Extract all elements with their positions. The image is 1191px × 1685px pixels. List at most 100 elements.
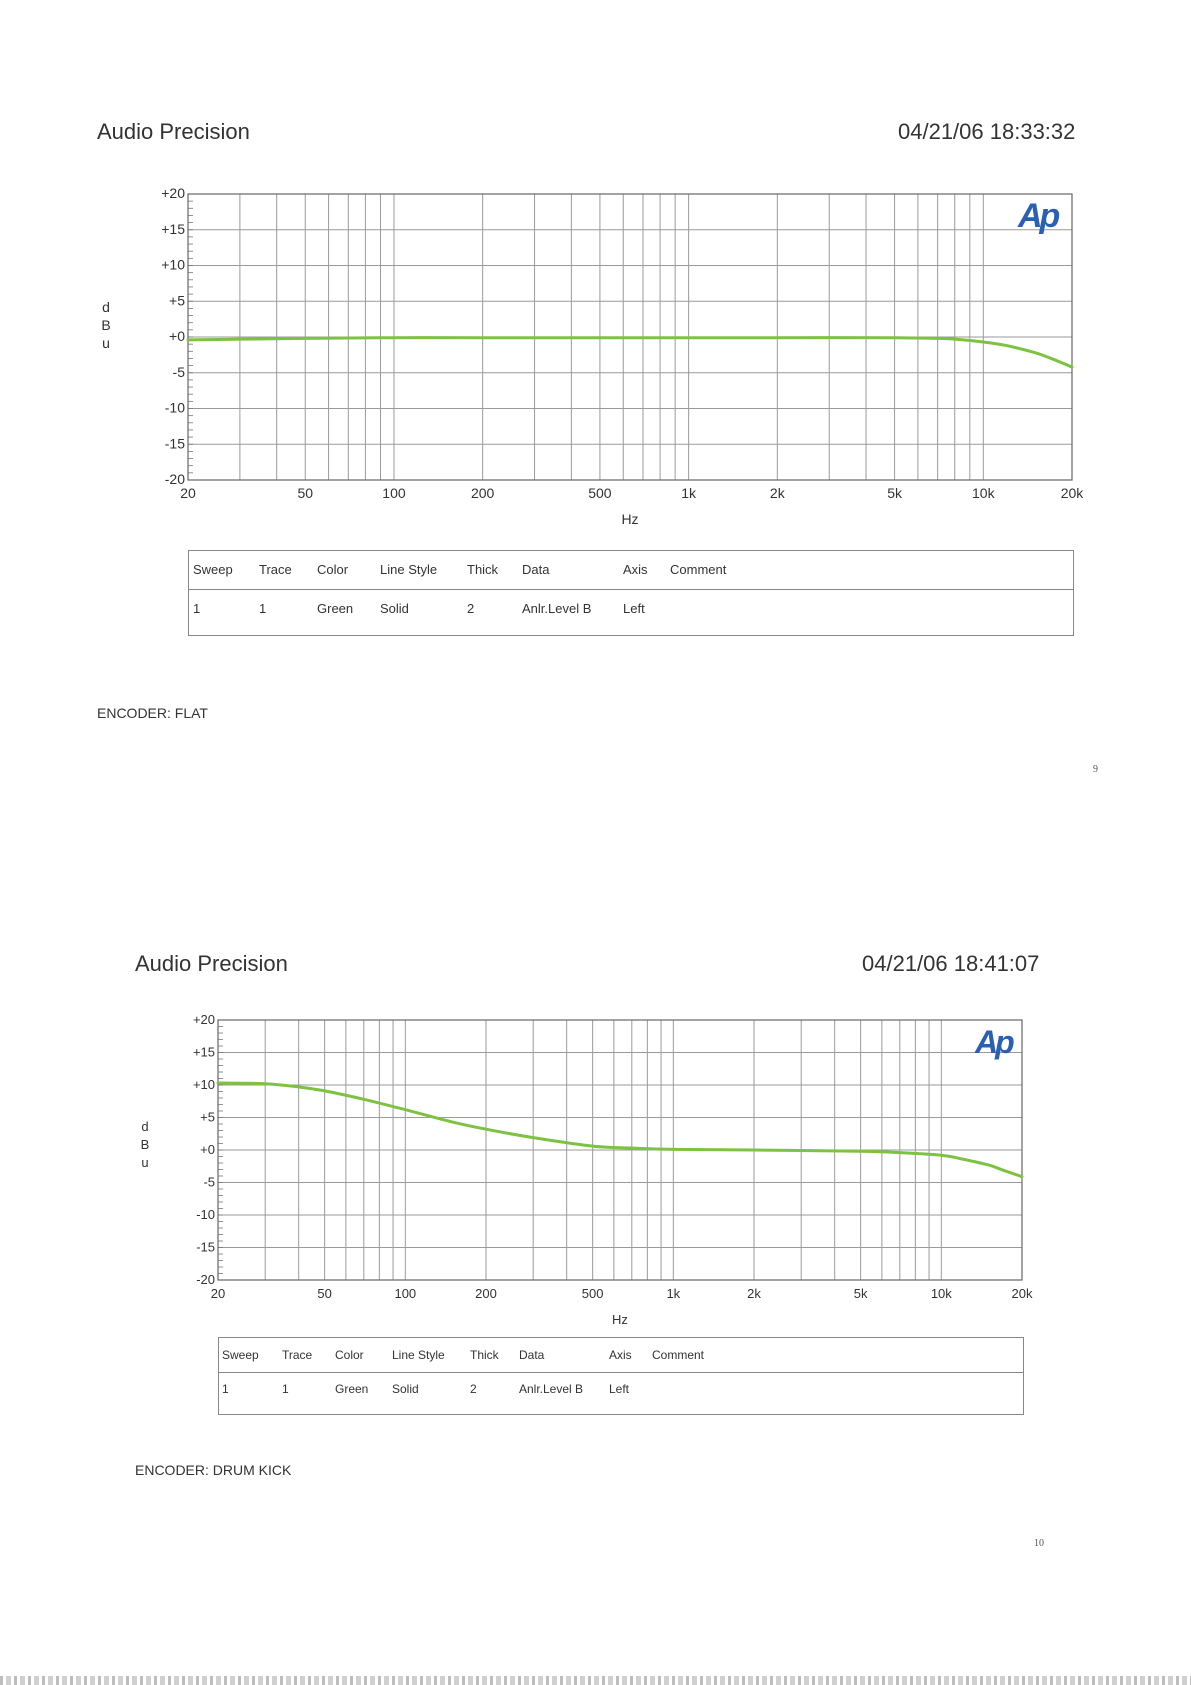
x-tick-label: 10k <box>931 1286 952 1301</box>
legend-header-trace: Trace <box>282 1348 313 1362</box>
y-tick-label: +15 <box>193 1045 215 1060</box>
grid-lines <box>218 1019 1022 1281</box>
legend-axis: Left <box>609 1382 630 1396</box>
x-tick-label: 1k <box>681 485 697 501</box>
legend-data: Anlr.Level B <box>519 1382 584 1396</box>
legend-thick: 2 <box>470 1382 477 1396</box>
timestamp: 04/21/06 18:33:32 <box>898 119 1076 144</box>
y-axis-label-letter: d <box>141 1119 148 1134</box>
legend-data-row: 1 1 Green Solid 2 Anlr.Level B Left <box>219 1372 1023 1414</box>
legend-header-axis: Axis <box>623 562 648 577</box>
series-line-1 <box>216 1081 1024 1179</box>
timestamp: 04/21/06 18:41:07 <box>862 951 1040 976</box>
y-tick-label: +20 <box>161 185 185 201</box>
legend-sweep: 1 <box>193 601 201 616</box>
ap-logo: Ap <box>974 1024 1014 1060</box>
legend-header-data: Data <box>522 562 550 577</box>
legend-header-row: Sweep Trace Color Line Style Thick Data … <box>219 1338 1023 1373</box>
y-tick-label: +0 <box>200 1142 215 1157</box>
legend-data-row: 1 1 Green Solid 2 Anlr.Level B Left <box>189 589 1073 635</box>
x-tick-label: 20k <box>1061 485 1085 501</box>
x-tick-label: 10k <box>972 485 996 501</box>
legend-trace: 1 <box>259 601 267 616</box>
x-tick-label: 200 <box>471 485 495 501</box>
legend-header-line-style: Line Style <box>392 1348 445 1362</box>
y-tick-label: -5 <box>173 364 186 380</box>
x-axis-label: Hz <box>612 1312 628 1327</box>
x-tick-label: 2k <box>770 485 786 501</box>
y-axis-label-letter: u <box>141 1155 148 1170</box>
x-tick-label: 500 <box>588 485 612 501</box>
legend-color: Green <box>335 1382 369 1396</box>
trace-legend-table: Sweep Trace Color Line Style Thick Data … <box>188 550 1074 636</box>
y-tick-label: +10 <box>161 257 185 273</box>
y-axis-label-letter: u <box>102 335 110 351</box>
y-tick-label: +20 <box>193 1012 215 1027</box>
x-tick-label: 100 <box>382 485 406 501</box>
legend-header-comment: Comment <box>652 1348 705 1362</box>
legend-header-data: Data <box>519 1348 545 1362</box>
report-1: Audio Precision 04/21/06 18:33:32 +20 +15… <box>0 0 1191 800</box>
legend-data: Anlr.Level B <box>522 601 592 616</box>
legend-header-sweep: Sweep <box>222 1348 259 1362</box>
y-tick-label: +15 <box>161 221 185 237</box>
encoder-label: ENCODER: DRUM KICK <box>135 1462 292 1478</box>
legend-header-sweep: Sweep <box>193 562 233 577</box>
y-tick-label: +0 <box>169 328 185 344</box>
y-tick-label: +5 <box>200 1110 215 1125</box>
legend-header-color: Color <box>335 1348 364 1362</box>
legend-thick: 2 <box>467 601 475 616</box>
brand-title: Audio Precision <box>97 119 250 144</box>
y-tick-label: -5 <box>203 1175 215 1190</box>
y-tick-label: -20 <box>165 471 185 487</box>
legend-header-axis: Axis <box>609 1348 632 1362</box>
x-tick-label: 20 <box>180 485 196 501</box>
x-tick-label: 5k <box>887 485 903 501</box>
y-axis-label: dBu <box>141 1119 150 1170</box>
scan-artifact-strip <box>0 1676 1191 1685</box>
x-tick-label: 20k <box>1012 1286 1033 1301</box>
x-tick-label: 50 <box>297 485 313 501</box>
plot-frame <box>217 1019 1023 1281</box>
page-number: 10 <box>1034 1538 1044 1549</box>
ap-logo: Ap <box>1017 197 1060 235</box>
x-tick-label: 200 <box>475 1286 497 1301</box>
trace-legend-table: Sweep Trace Color Line Style Thick Data … <box>218 1337 1024 1415</box>
series-line-1 <box>186 336 1074 369</box>
x-tick-label: 5k <box>854 1286 868 1301</box>
x-tick-label: 20 <box>211 1286 225 1301</box>
y-tick-label: -10 <box>196 1207 215 1222</box>
y-tick-label: -15 <box>165 435 185 451</box>
y-tick-label: -15 <box>196 1240 215 1255</box>
legend-header-line-style: Line Style <box>380 562 438 577</box>
x-tick-label: 100 <box>394 1286 416 1301</box>
x-axis-label: Hz <box>621 511 638 527</box>
legend-header-color: Color <box>317 562 349 577</box>
page-number: 9 <box>1093 764 1098 775</box>
plot-frame <box>187 193 1073 481</box>
x-tick-label: 500 <box>582 1286 604 1301</box>
y-tick-label: -20 <box>196 1272 215 1287</box>
x-tick-label: 50 <box>317 1286 331 1301</box>
legend-sweep: 1 <box>222 1382 229 1396</box>
legend-axis: Left <box>623 601 645 616</box>
report-2: Audio Precision 04/21/06 18:41:07 +20 +15… <box>135 951 1044 1549</box>
legend-trace: 1 <box>282 1382 289 1396</box>
legend-header-thick: Thick <box>467 562 499 577</box>
y-tick-label: -10 <box>165 400 185 416</box>
legend-header-comment: Comment <box>670 562 727 577</box>
encoder-label: ENCODER: FLAT <box>97 705 208 721</box>
y-tick-label: +5 <box>169 292 185 308</box>
legend-line-style: Solid <box>380 601 409 616</box>
legend-header-row: Sweep Trace Color Line Style Thick Data … <box>189 551 1073 590</box>
y-axis-label-letter: d <box>102 299 110 315</box>
y-axis-label: dBu <box>101 299 110 351</box>
y-axis-label-letter: B <box>101 317 110 333</box>
legend-line-style: Solid <box>392 1382 419 1396</box>
brand-title: Audio Precision <box>135 951 288 976</box>
x-tick-label: 1k <box>666 1286 680 1301</box>
legend-color: Green <box>317 601 354 616</box>
y-tick-label: +10 <box>193 1077 215 1092</box>
